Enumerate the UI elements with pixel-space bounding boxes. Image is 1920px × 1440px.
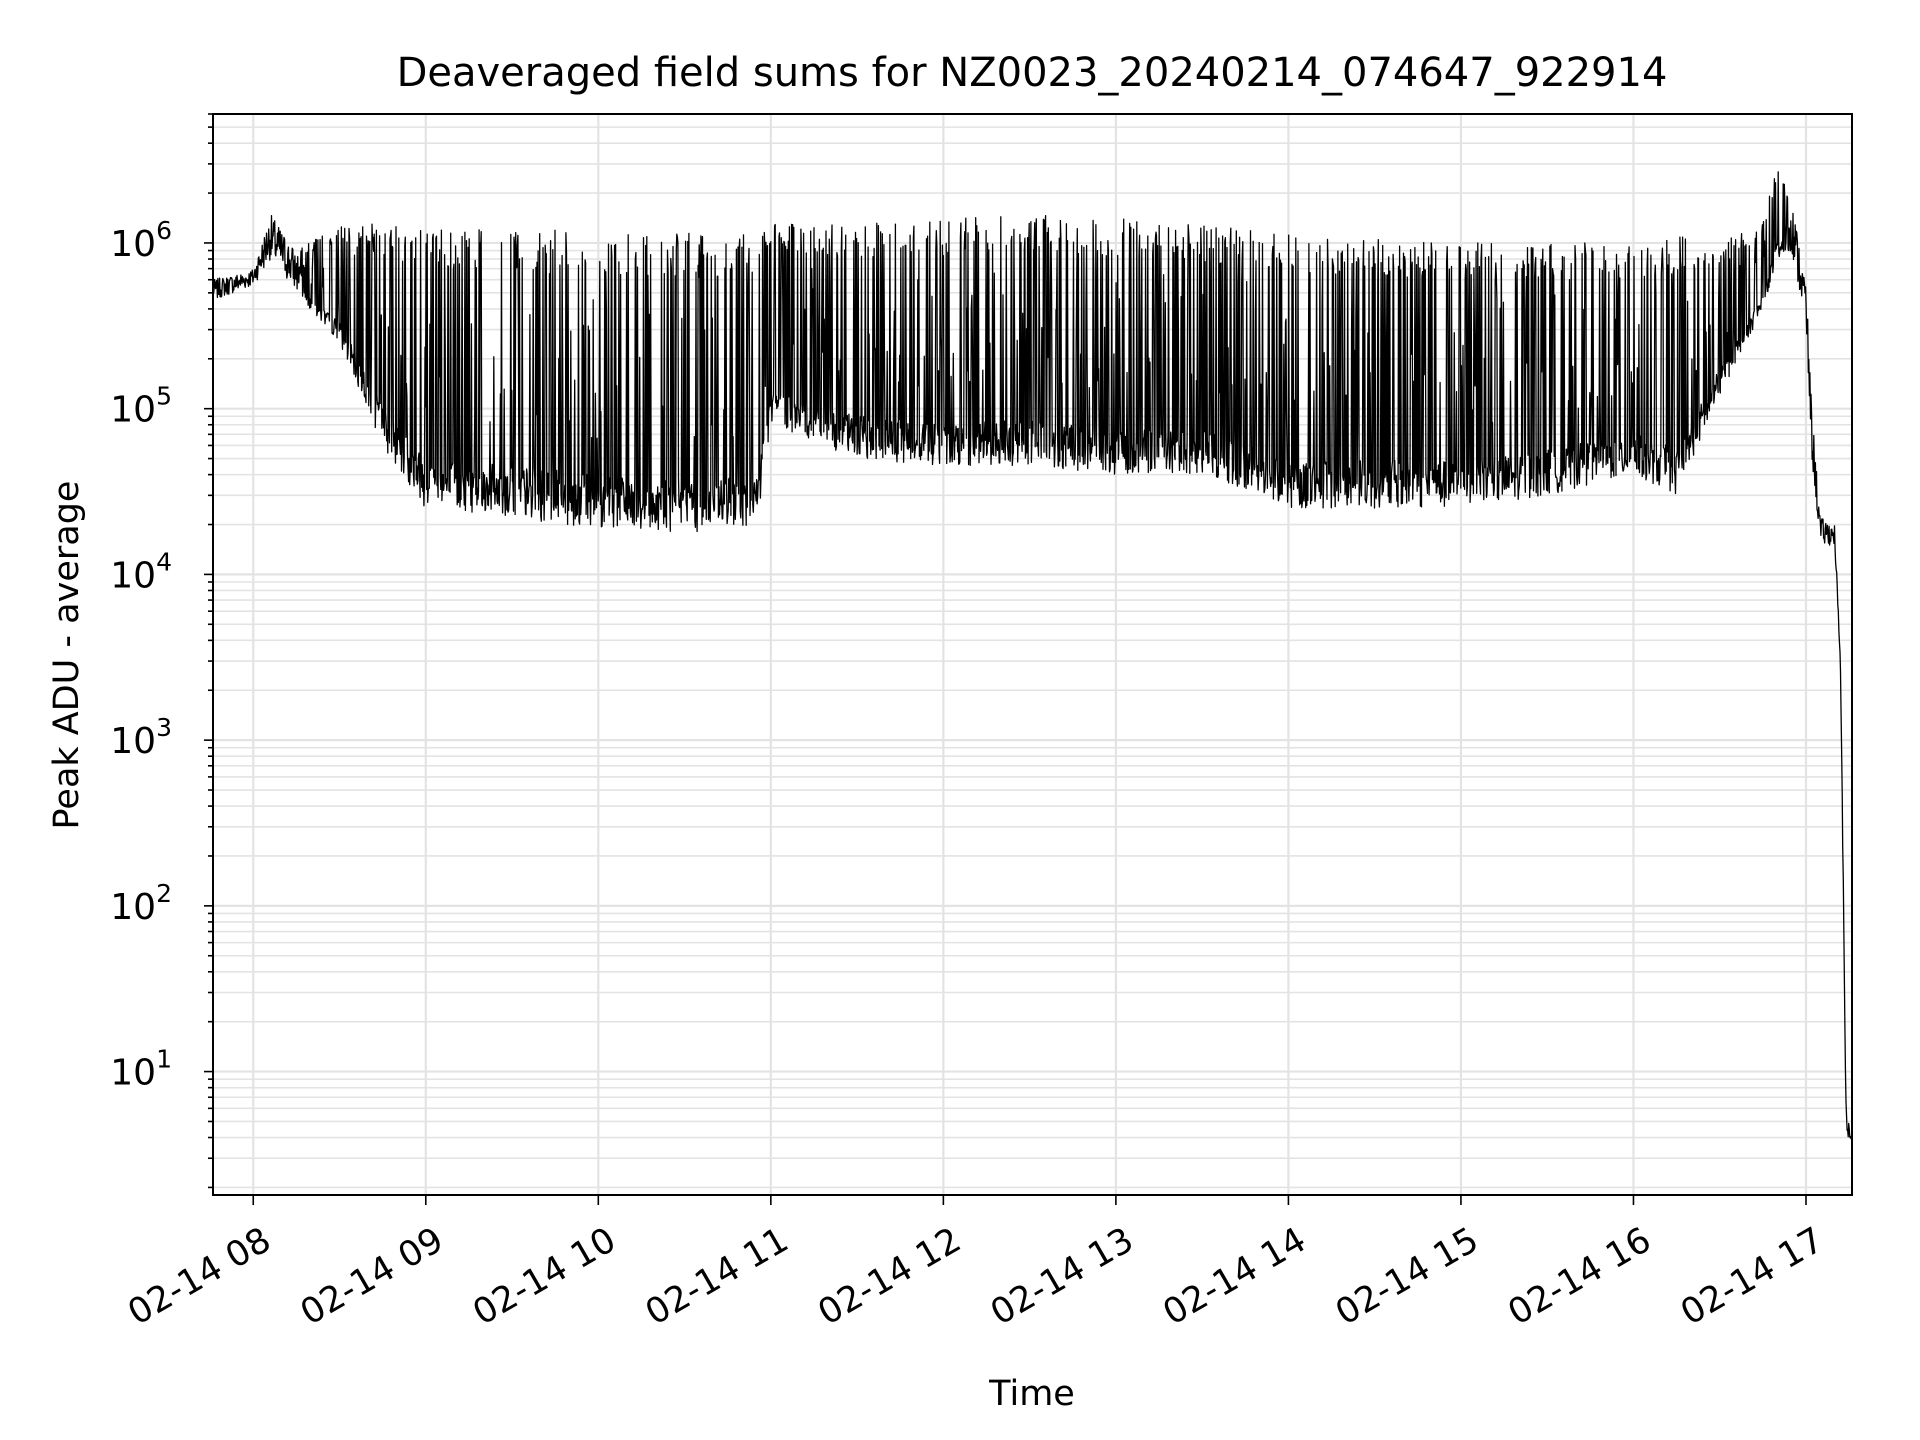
- series-line: [212, 171, 1853, 1142]
- y-tick-label: 103: [110, 713, 172, 762]
- y-tick-exponent: 1: [156, 1045, 172, 1074]
- y-tick-label: 102: [110, 879, 172, 928]
- y-tick-exponent: 6: [156, 216, 172, 245]
- x-axis-label: Time: [988, 1374, 1075, 1414]
- y-tick-label: 105: [110, 382, 172, 431]
- y-tick-exponent: 5: [156, 382, 172, 411]
- y-tick-base: 10: [110, 721, 156, 762]
- plot-area-frame: [212, 113, 1853, 1196]
- y-tick-label: 104: [110, 547, 172, 596]
- y-tick-label: 106: [110, 216, 172, 265]
- y-tick-base: 10: [110, 1053, 156, 1094]
- y-tick-exponent: 3: [156, 713, 172, 742]
- y-tick-exponent: 4: [156, 547, 172, 576]
- y-tick-base: 10: [110, 390, 156, 431]
- y-tick-base: 10: [110, 887, 156, 928]
- y-tick-base: 10: [110, 224, 156, 265]
- y-tick-label: 101: [110, 1045, 172, 1094]
- y-axis-label: Peak ADU - average: [47, 481, 87, 830]
- data-series: [212, 171, 1853, 1142]
- chart-title: Deaveraged field sums for NZ0023_2024021…: [397, 50, 1668, 96]
- y-tick-base: 10: [110, 555, 156, 596]
- y-tick-exponent: 2: [156, 879, 172, 908]
